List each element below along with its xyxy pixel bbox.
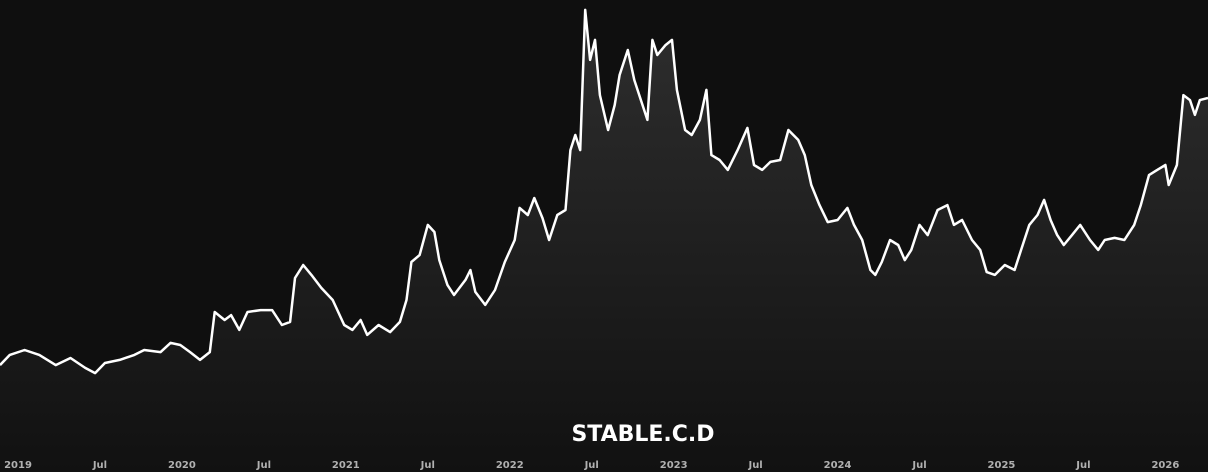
plot-area xyxy=(0,8,1208,472)
x-tick-label: 2023 xyxy=(660,460,688,471)
x-tick-label: 2022 xyxy=(496,460,524,471)
chart-title: STABLE.C.D xyxy=(571,422,714,447)
x-tick-label: 2024 xyxy=(824,460,852,471)
x-tick-label: Jul xyxy=(1075,460,1090,471)
x-tick-label: Jul xyxy=(92,460,107,471)
x-tick-label: Jul xyxy=(420,460,435,471)
x-tick-label: 2026 xyxy=(1151,460,1179,471)
area-fill xyxy=(0,9,1208,472)
x-tick-label: 2019 xyxy=(4,460,32,471)
x-tick-label: Jul xyxy=(747,460,762,471)
line xyxy=(0,8,1208,375)
x-tick-label: Jul xyxy=(256,460,271,471)
x-tick-label: 2020 xyxy=(168,460,196,471)
x-tick-label: Jul xyxy=(584,460,599,471)
x-tick-label: 2021 xyxy=(332,460,360,471)
x-tick-label: 2025 xyxy=(988,460,1016,471)
x-tick-label: Jul xyxy=(911,460,926,471)
